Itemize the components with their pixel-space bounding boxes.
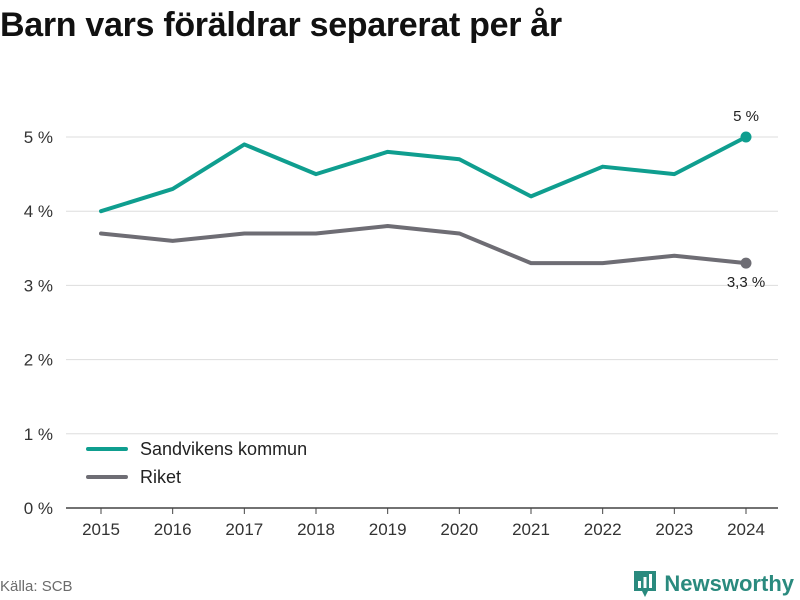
end-value-label: 3,3 % bbox=[727, 274, 765, 291]
end-value-label: 5 % bbox=[733, 108, 759, 125]
series-end-point bbox=[740, 257, 752, 269]
x-tick-label: 2016 bbox=[154, 520, 192, 539]
chart-title: Barn vars föräldrar separerat per år bbox=[0, 6, 562, 44]
legend-label: Riket bbox=[140, 467, 181, 487]
y-tick-label: 5 % bbox=[24, 128, 53, 147]
x-tick-label: 2021 bbox=[512, 520, 550, 539]
brand-name: Newsworthy bbox=[664, 571, 794, 596]
x-tick-label: 2017 bbox=[225, 520, 263, 539]
x-tick-label: 2015 bbox=[82, 520, 120, 539]
axes: 0 % 1 % 2 % 3 % 4 % 5 % 2015 2016 2017 2018 2019 20… bbox=[24, 128, 765, 539]
y-tick-label: 2 % bbox=[24, 351, 53, 370]
x-tick-label: 2022 bbox=[584, 520, 622, 539]
y-tick-label: 0 % bbox=[24, 499, 53, 518]
x-tick-label: 2019 bbox=[369, 520, 407, 539]
legend: Sandvikens kommun Riket bbox=[86, 439, 307, 487]
x-tick-label: 2020 bbox=[440, 520, 478, 539]
y-tick-label: 3 % bbox=[24, 276, 53, 295]
series-line-2 bbox=[99, 224, 748, 266]
x-tick-label: 2018 bbox=[297, 520, 335, 539]
source-note: Källa: SCB bbox=[0, 578, 73, 595]
brand[interactable]: Newsworthy bbox=[632, 569, 794, 599]
y-tick-label: 1 % bbox=[24, 425, 53, 444]
y-tick-label: 4 % bbox=[24, 202, 53, 221]
legend-label: Sandvikens kommun bbox=[140, 439, 307, 459]
x-tick-label: 2023 bbox=[655, 520, 693, 539]
x-tick-label: 2024 bbox=[727, 520, 765, 539]
series: 5 % 3,3 % bbox=[99, 108, 765, 291]
series-end-point bbox=[740, 131, 752, 143]
newsworthy-logo-icon bbox=[634, 571, 657, 597]
grid bbox=[66, 136, 778, 509]
series-line-1 bbox=[99, 135, 748, 214]
